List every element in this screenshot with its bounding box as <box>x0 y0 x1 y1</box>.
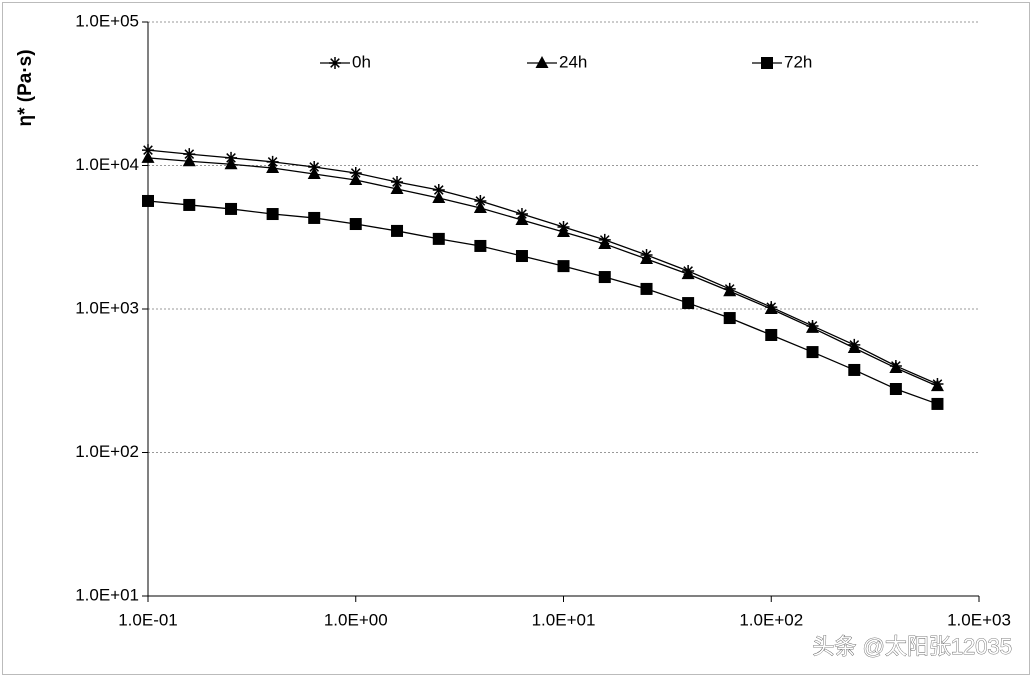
marker <box>640 252 654 265</box>
marker <box>390 181 404 194</box>
marker <box>473 200 487 213</box>
marker <box>183 148 196 161</box>
marker <box>349 172 363 185</box>
y-tick-label: 1.0E+03 <box>75 298 139 317</box>
marker <box>889 361 903 374</box>
marker <box>515 250 528 263</box>
watermark: 头条 @太阳张12035 <box>812 634 1012 659</box>
y-axis-label: η* (Pa·s) <box>15 49 36 126</box>
marker <box>142 194 154 207</box>
marker <box>806 346 819 359</box>
y-tick-label: 1.0E+04 <box>75 155 139 174</box>
marker <box>764 302 778 314</box>
marker <box>308 211 321 224</box>
marker <box>225 202 238 215</box>
x-tick-label: 1.0E+02 <box>739 610 803 629</box>
marker <box>432 232 445 245</box>
marker <box>681 267 695 280</box>
marker <box>848 363 861 376</box>
marker <box>557 225 570 238</box>
x-tick-label: 1.0E+03 <box>947 610 1011 629</box>
x-tick-label: 1.0E+01 <box>532 610 596 629</box>
marker <box>557 260 570 273</box>
marker <box>307 166 321 179</box>
marker <box>598 271 611 284</box>
marker <box>266 160 280 173</box>
marker <box>432 190 446 203</box>
legend-label: 24h <box>559 52 587 71</box>
marker <box>266 208 279 221</box>
series-line <box>147 149 938 385</box>
marker <box>224 157 238 170</box>
marker <box>182 154 196 167</box>
marker <box>930 379 944 392</box>
series-line <box>147 200 938 405</box>
legend-marker <box>761 57 773 69</box>
legend-marker <box>329 57 341 69</box>
marker <box>432 183 445 196</box>
series-line <box>147 157 938 387</box>
marker <box>723 312 736 325</box>
x-tick-label: 1.0E+00 <box>324 610 388 629</box>
x-tick-label: 1.0E-01 <box>118 610 178 629</box>
marker <box>183 198 196 211</box>
legend-label: 0h <box>352 52 371 71</box>
marker <box>515 213 529 226</box>
legend-label: 72h <box>784 52 812 71</box>
marker <box>474 239 487 252</box>
y-tick-label: 1.0E+05 <box>75 11 139 30</box>
marker <box>723 284 737 297</box>
marker <box>682 297 695 310</box>
marker <box>598 236 612 249</box>
marker <box>142 144 154 157</box>
marker <box>931 397 944 410</box>
marker <box>141 150 155 163</box>
y-tick-label: 1.0E+01 <box>75 585 139 604</box>
marker <box>806 320 820 333</box>
marker <box>349 218 362 231</box>
marker <box>765 328 778 341</box>
marker <box>847 340 861 353</box>
y-tick-label: 1.0E+02 <box>75 442 139 461</box>
legend-marker <box>535 56 549 68</box>
marker <box>889 383 902 396</box>
marker <box>640 282 653 295</box>
marker <box>391 224 404 237</box>
